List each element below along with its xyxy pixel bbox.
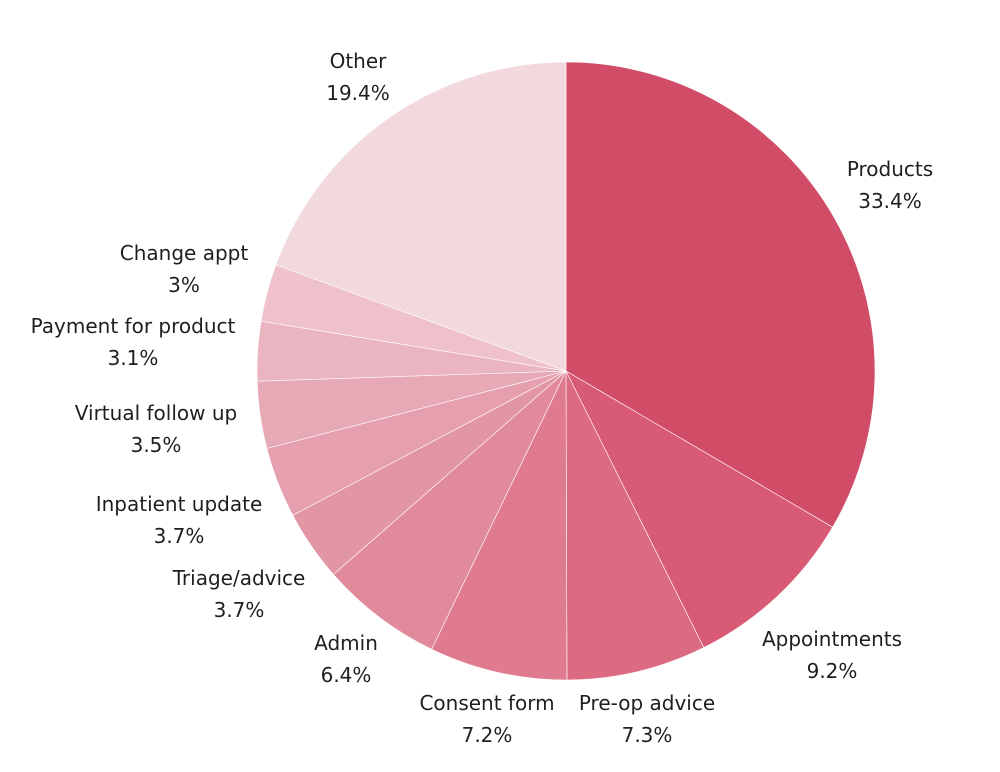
slice-label-admin: Admin <box>314 631 378 655</box>
slice-percent-payment-for-product: 3.1% <box>108 346 159 370</box>
slice-other <box>275 61 567 372</box>
slice-label-change-appt: Change appt <box>120 241 249 265</box>
slice-label-inpatient-update: Inpatient update <box>96 492 263 516</box>
pie-labels: Products 33.4% Appointments 9.2% Pre-op advi… <box>31 49 934 747</box>
slice-label-appointments: Appointments <box>762 627 902 651</box>
slice-label-virtual-follow-up: Virtual follow up <box>75 401 237 425</box>
slice-admin <box>332 370 567 650</box>
slice-percent-products: 33.4% <box>858 189 922 213</box>
slice-label-other: Other <box>330 49 388 73</box>
slice-label-triage-advice: Triage/advice <box>172 566 306 590</box>
slice-percent-other: 19.4% <box>326 81 390 105</box>
pie-slices <box>256 61 876 681</box>
slice-label-consent-form: Consent form <box>419 691 554 715</box>
slice-appointments <box>565 370 834 648</box>
slice-percent-inpatient-update: 3.7% <box>154 524 205 548</box>
slice-percent-pre-op-advice: 7.3% <box>622 723 673 747</box>
slice-percent-appointments: 9.2% <box>807 659 858 683</box>
slice-products <box>565 61 876 528</box>
slice-percent-change-appt: 3% <box>168 273 200 297</box>
slice-label-payment-for-product: Payment for product <box>31 314 236 338</box>
slice-percent-virtual-follow-up: 3.5% <box>131 433 182 457</box>
slice-percent-admin: 6.4% <box>321 663 372 687</box>
slice-pre-op-advice <box>565 370 705 681</box>
slice-label-products: Products <box>847 157 933 181</box>
slice-consent-form <box>431 370 568 681</box>
slice-label-pre-op-advice: Pre-op advice <box>579 691 715 715</box>
slice-percent-consent-form: 7.2% <box>462 723 513 747</box>
slice-percent-triage-advice: 3.7% <box>214 598 265 622</box>
